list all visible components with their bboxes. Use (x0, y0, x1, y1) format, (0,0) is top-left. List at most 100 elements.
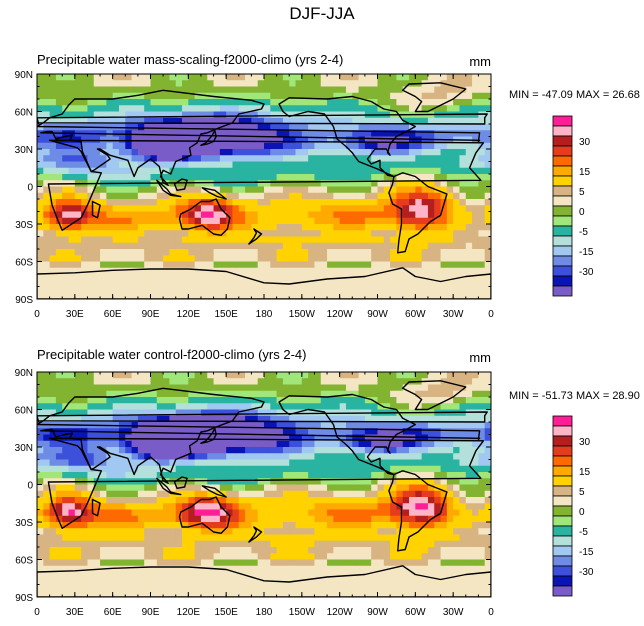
contour-cell (226, 440, 233, 448)
contour-cell (409, 117, 416, 125)
contour-cell (182, 105, 189, 112)
contour-cell (43, 403, 51, 410)
contour-cell (219, 274, 227, 281)
contour-cell (125, 136, 132, 144)
contour-cell (100, 292, 107, 299)
contour-cell (118, 161, 126, 169)
contour-cell (301, 155, 309, 162)
contour-cell (49, 111, 57, 119)
contour-cell (327, 422, 334, 429)
contour-cell (257, 111, 265, 119)
contour-cell (245, 230, 252, 237)
colorbar-label: 30 (579, 137, 591, 148)
contour-cell (100, 497, 107, 504)
contour-cell (282, 465, 290, 473)
contour-cell (200, 217, 208, 225)
contour-cell (427, 174, 435, 181)
contour-cell (182, 80, 189, 87)
contour-cell (320, 255, 328, 262)
contour-cell (402, 440, 410, 448)
contour-cell (182, 390, 189, 398)
contour-cell (62, 497, 69, 504)
contour-cell (188, 99, 196, 106)
contour-cell (118, 99, 126, 106)
contour-cell (440, 249, 448, 256)
contour-cell (264, 161, 271, 169)
contour-cell (213, 255, 221, 262)
contour-cell (62, 80, 69, 87)
contour-cell (270, 465, 278, 473)
contour-cell (43, 453, 51, 460)
contour-cell (377, 124, 385, 131)
contour-cell (308, 274, 315, 281)
contour-cell (81, 553, 88, 560)
contour-cell (100, 161, 107, 169)
contour-cell (308, 155, 315, 162)
contour-cell (55, 186, 63, 194)
contour-cell (232, 180, 240, 187)
contour-cell (383, 490, 391, 498)
contour-cell (62, 192, 69, 200)
contour-cell (478, 503, 486, 510)
contour-cell (163, 422, 170, 429)
contour-cell (364, 180, 372, 187)
contour-cell (270, 522, 278, 529)
contour-cell (93, 161, 101, 169)
contour-cell (440, 161, 448, 169)
contour-cell (257, 274, 265, 281)
contour-cell (308, 74, 315, 81)
contour-cell (402, 155, 410, 162)
contour-cell (327, 236, 334, 244)
contour-cell (163, 80, 170, 87)
contour-cell (327, 497, 334, 504)
contour-cell (43, 92, 51, 100)
contour-cell (434, 528, 441, 535)
contour-cell (87, 540, 95, 548)
contour-cell (144, 217, 151, 225)
contour-cell (245, 242, 252, 250)
contour-cell (232, 497, 240, 504)
contour-cell (49, 490, 57, 498)
contour-cell (345, 553, 353, 560)
contour-cell (74, 117, 82, 125)
contour-cell (472, 286, 479, 294)
contour-cell (314, 453, 322, 460)
contour-cell (396, 80, 404, 87)
contour-cell (472, 459, 479, 467)
contour-cell (49, 484, 57, 492)
contour-cell (371, 428, 378, 435)
contour-cell (270, 390, 278, 398)
contour-cell (156, 124, 164, 131)
contour-cell (55, 242, 63, 250)
contour-cell (169, 205, 177, 212)
contour-cell (453, 490, 460, 498)
contour-cell (137, 397, 145, 404)
contour-cell (264, 547, 271, 554)
contour-cell (68, 559, 76, 567)
contour-cell (55, 161, 63, 169)
contour-cell (232, 509, 240, 517)
contour-cell (289, 490, 296, 498)
contour-cell (131, 199, 139, 206)
contour-cell (207, 440, 214, 448)
contour-cell (358, 130, 366, 137)
contour-cell (390, 453, 397, 460)
contour-cell (213, 280, 221, 287)
contour-cell (289, 167, 296, 175)
contour-cell (453, 428, 460, 435)
contour-cell (484, 453, 491, 460)
contour-cell (345, 242, 353, 250)
contour-cell (112, 447, 120, 454)
contour-cell (81, 92, 88, 100)
contour-cell (289, 459, 296, 467)
contour-cell (106, 205, 114, 212)
contour-cell (257, 205, 265, 212)
contour-cell (100, 378, 107, 385)
contour-cell (213, 415, 221, 423)
contour-cell (295, 409, 303, 417)
contour-cell (459, 522, 467, 529)
contour-cell (232, 205, 240, 212)
contour-cell (320, 242, 328, 250)
contour-cell (93, 136, 101, 144)
contour-cell (440, 180, 448, 187)
